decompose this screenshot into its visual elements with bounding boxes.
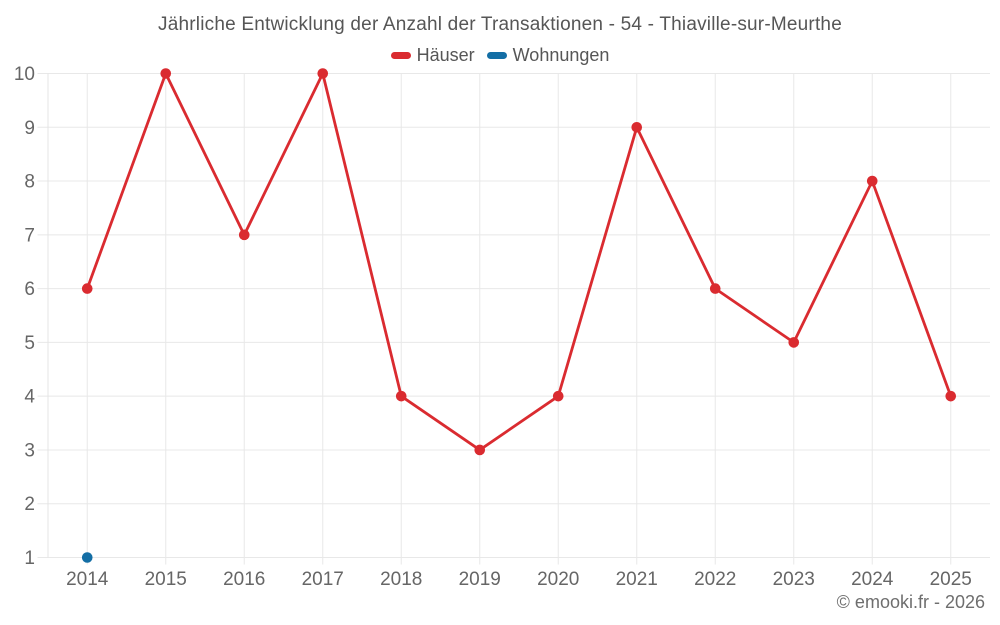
y-axis-tick-label: 1 [24, 548, 35, 569]
data-point-h-user-2024[interactable] [866, 175, 878, 187]
x-axis-tick-label-2022: 2022 [694, 569, 736, 590]
x-axis-tick-label-2017: 2017 [302, 569, 344, 590]
y-axis-tick-label: 8 [24, 172, 35, 193]
legend-swatch-h-user [390, 52, 411, 59]
data-point-h-user-2017[interactable] [317, 68, 329, 79]
y-axis-tick-label: 10 [14, 64, 35, 85]
y-axis-tick-label: 4 [24, 387, 35, 408]
x-axis-tick-label-2015: 2015 [145, 569, 187, 590]
y-axis-tick-label: 9 [24, 118, 35, 139]
chart-legend: Häuser Wohnungen [0, 45, 1000, 66]
data-point-wohnungen-2014[interactable] [81, 552, 93, 563]
legend-item-h-user[interactable]: Häuser [390, 45, 475, 66]
data-point-h-user-2014[interactable] [81, 283, 93, 294]
x-axis-tick-label-2020: 2020 [537, 569, 579, 590]
copyright-text: © emooki.fr - 2026 [836, 592, 985, 612]
y-axis-tick-label: 7 [24, 225, 35, 246]
legend-swatch-wohnungen [486, 52, 507, 59]
y-axis-tick-label: 6 [24, 279, 35, 300]
x-axis-tick-label-2025: 2025 [930, 569, 972, 590]
data-point-h-user-2023[interactable] [788, 337, 800, 348]
y-axis-tick-label: 3 [24, 440, 35, 461]
legend-label-h-user: Häuser [416, 45, 475, 65]
x-axis-tick-label-2016: 2016 [223, 569, 265, 590]
data-point-h-user-2018[interactable] [395, 390, 407, 402]
data-point-h-user-2025[interactable] [945, 390, 957, 402]
x-axis-tick-label-2018: 2018 [380, 569, 422, 590]
series-line-h-user [85, 72, 953, 452]
data-point-h-user-2022[interactable] [709, 283, 721, 294]
chart-title: Jährliche Entwicklung der Anzahl der Tra… [158, 14, 842, 35]
data-point-h-user-2015[interactable] [160, 68, 172, 79]
y-axis-tick-label: 5 [24, 333, 35, 354]
data-point-h-user-2016[interactable] [238, 229, 250, 241]
y-axis-tick-label: 2 [24, 494, 35, 515]
x-axis-tick-label-2023: 2023 [773, 569, 815, 590]
x-axis-tick-label-2019: 2019 [459, 569, 501, 590]
x-axis-tick-label-2014: 2014 [66, 569, 109, 590]
legend-item-wohnungen[interactable]: Wohnungen [486, 45, 610, 66]
x-axis-tick-label-2021: 2021 [616, 569, 658, 590]
x-axis-tick-label-2024: 2024 [851, 569, 894, 590]
data-point-h-user-2020[interactable] [552, 390, 564, 402]
data-point-h-user-2021[interactable] [631, 121, 643, 133]
data-point-h-user-2019[interactable] [474, 444, 486, 456]
legend-label-wohnungen: Wohnungen [512, 45, 610, 65]
